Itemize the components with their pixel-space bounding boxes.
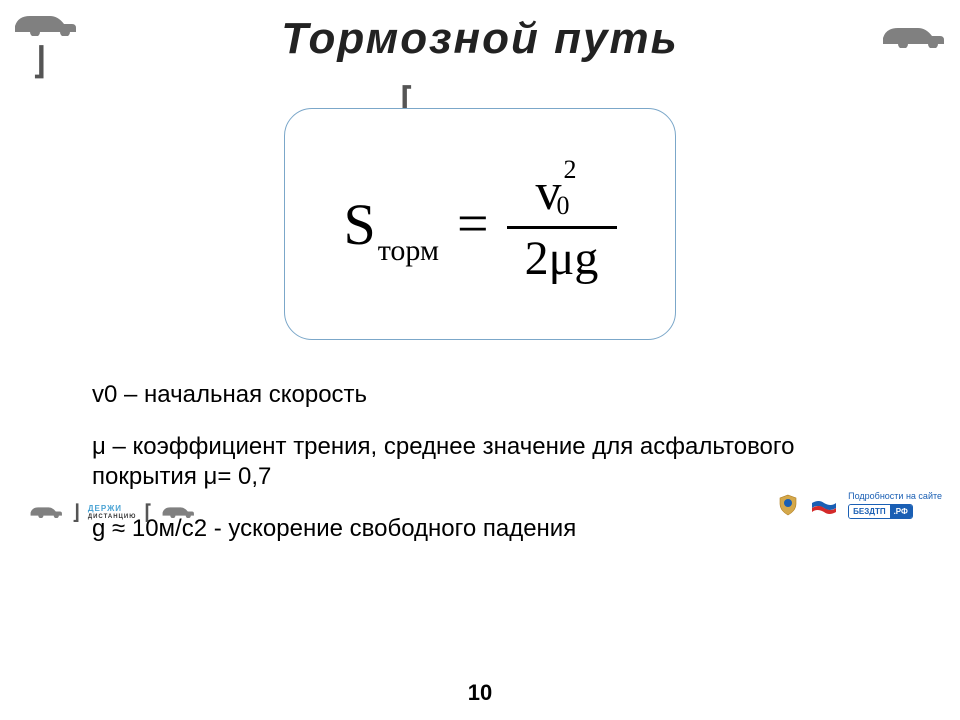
slogan-left: ДЕРЖИ ДИСТАНЦИЮ <box>88 505 137 520</box>
flag-icon <box>810 495 838 515</box>
slogan-line1: ДЕРЖИ <box>88 504 122 513</box>
formula-denominator: 2μg <box>525 231 599 286</box>
footer-caption: Подробности на сайте <box>848 492 942 502</box>
formula-lhs-sub: торм <box>378 234 439 268</box>
page-number: 10 <box>0 680 960 706</box>
fraction-bar <box>507 226 617 229</box>
car-icon <box>160 502 196 523</box>
footer-caption-group: Подробности на сайте БЕЗДТП .РФ <box>848 492 942 519</box>
definition-mu: μ – коэффициент трения, среднее значение… <box>92 432 852 492</box>
bracket-icon: ⌋ <box>32 40 46 82</box>
car-icon <box>878 18 948 48</box>
definition-g: g ≈ 10м/с2 - ускорение свободного падени… <box>92 514 852 544</box>
emblem-icon <box>776 493 800 517</box>
badge-part2: .РФ <box>890 505 912 518</box>
definition-v0: v0 – начальная скорость <box>92 380 852 410</box>
formula-equals: = <box>457 192 489 256</box>
page-title: Тормозной путь <box>0 14 960 64</box>
site-badge: БЕЗДТП .РФ <box>848 504 913 519</box>
bracket-icon: ⌈ <box>144 500 152 525</box>
definitions-block: v0 – начальная скорость μ – коэффициент … <box>92 380 852 566</box>
formula-box: S торм = v 2 0 2μg <box>284 108 676 340</box>
slogan-line2: ДИСТАНЦИЮ <box>88 514 137 520</box>
formula-lhs-base: S <box>343 191 375 258</box>
formula-numer-sub: 0 <box>557 191 570 221</box>
formula: S торм = v 2 0 2μg <box>343 163 616 286</box>
formula-fraction: v 2 0 2μg <box>507 163 617 286</box>
bracket-icon: ⌋ <box>72 500 80 525</box>
formula-numerator: v 2 0 <box>536 163 588 222</box>
car-icon <box>10 6 80 36</box>
footer-right: Подробности на сайте БЕЗДТП .РФ <box>776 492 942 519</box>
formula-numer-sup: 2 <box>564 155 577 185</box>
formula-lhs: S торм <box>343 191 439 258</box>
car-icon <box>28 502 64 523</box>
badge-part1: БЕЗДТП <box>849 505 889 518</box>
footer-left: ⌋ ДЕРЖИ ДИСТАНЦИЮ ⌈ <box>28 500 196 525</box>
